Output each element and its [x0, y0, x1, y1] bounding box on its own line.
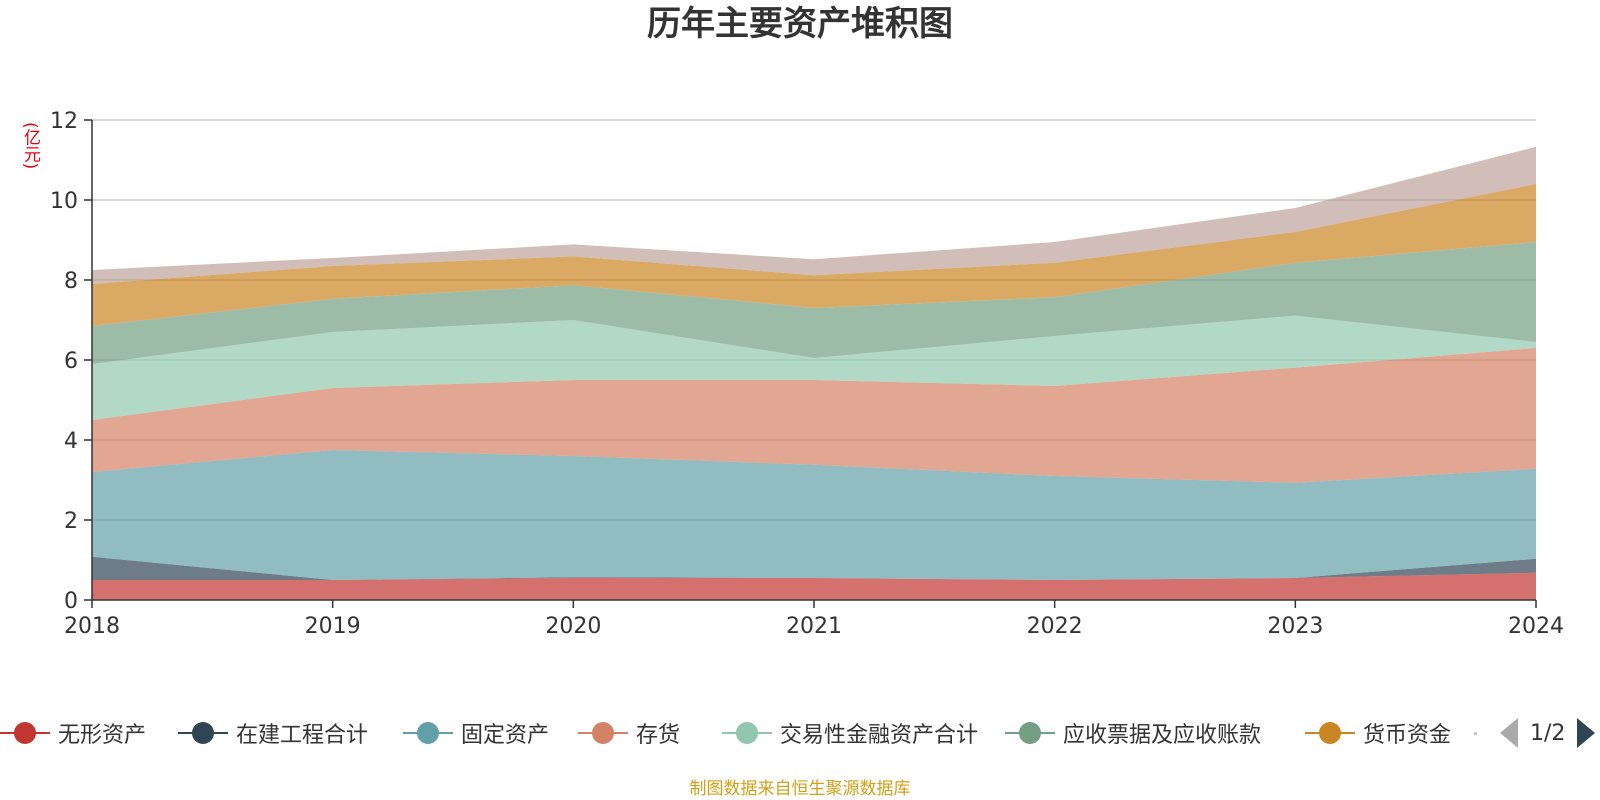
legend-next-page-icon[interactable]: [1577, 718, 1596, 748]
legend-item[interactable]: 在建工程合计: [178, 715, 368, 751]
legend-marker-icon: [722, 715, 772, 751]
x-tick-label: 2024: [1508, 614, 1564, 639]
legend-label: 无形资产: [58, 723, 147, 748]
y-tick-label: 8: [64, 269, 78, 294]
area-series-4: [92, 315, 1536, 420]
y-tick-label: 10: [50, 189, 78, 214]
y-tick-label: 4: [64, 429, 78, 454]
legend-marker-icon: [578, 715, 628, 751]
legend-item[interactable]: 货币资金: [1305, 715, 1451, 751]
legend-marker-icon: [0, 715, 50, 751]
legend-label: 在建工程合计: [236, 723, 369, 748]
legend-item[interactable]: 应收票据及应收账款: [1005, 715, 1261, 751]
legend-label: 货币资金: [1363, 723, 1452, 748]
legend-item[interactable]: 固定资产: [403, 715, 549, 751]
chart-title: 历年主要资产堆积图: [647, 4, 953, 44]
x-tick-label: 2020: [545, 614, 601, 639]
legend-overflow-dot: [1474, 732, 1477, 735]
axes: 0 2 4 6 8 10 12 2018 2019 2020 2021 2022 2023 2024: [50, 109, 1564, 639]
x-tick-label: 2022: [1027, 614, 1083, 639]
y-tick-label: 12: [50, 109, 78, 134]
area-series-7: [92, 146, 1536, 284]
stacked-area-chart: 0 2 4 6 8 10 12 2018 2019 2020 2021 2022 2023 2024: [50, 109, 1564, 639]
area-series-3: [92, 348, 1536, 483]
legend-label: 存货: [636, 723, 681, 748]
legend-marker-icon: [1305, 715, 1355, 751]
area-series-5: [92, 242, 1536, 364]
x-tick-label: 2019: [305, 614, 361, 639]
area-series-0: [92, 572, 1536, 600]
legend-label: 应收票据及应收账款: [1063, 723, 1262, 748]
legend-marker-icon: [1005, 715, 1055, 751]
legend: 无形资产 在建工程合计 固定资产 存货 交易性金融资产合计 应收票据及应收账款 货币资金 1…: [0, 715, 1600, 751]
y-tick-label: 2: [64, 509, 78, 534]
legend-marker-icon: [178, 715, 228, 751]
source-note: 制图数据来自恒生聚源数据库: [689, 779, 911, 799]
legend-label: 交易性金融资产合计: [780, 723, 979, 748]
legend-item[interactable]: 交易性金融资产合计: [722, 715, 978, 751]
x-tick-label: 2018: [64, 614, 120, 639]
area-series-1: [92, 556, 1536, 580]
y-tick-label: 0: [64, 589, 78, 614]
y-axis-unit-label: (亿元): [20, 122, 40, 170]
legend-item[interactable]: 无形资产: [0, 715, 146, 751]
x-tick-label: 2023: [1267, 614, 1323, 639]
area-series-2: [92, 450, 1536, 580]
legend-label: 固定资产: [461, 723, 550, 748]
legend-page-indicator: 1/2: [1530, 720, 1566, 746]
area-series-6: [92, 184, 1536, 326]
area-series: [92, 146, 1536, 600]
legend-item[interactable]: 存货: [578, 715, 680, 751]
legend-prev-page-icon[interactable]: [1500, 718, 1518, 748]
y-tick-label: 6: [64, 349, 78, 374]
legend-marker-icon: [403, 715, 453, 751]
x-tick-label: 2021: [786, 614, 842, 639]
legend-pager: 1/2: [1474, 715, 1596, 751]
